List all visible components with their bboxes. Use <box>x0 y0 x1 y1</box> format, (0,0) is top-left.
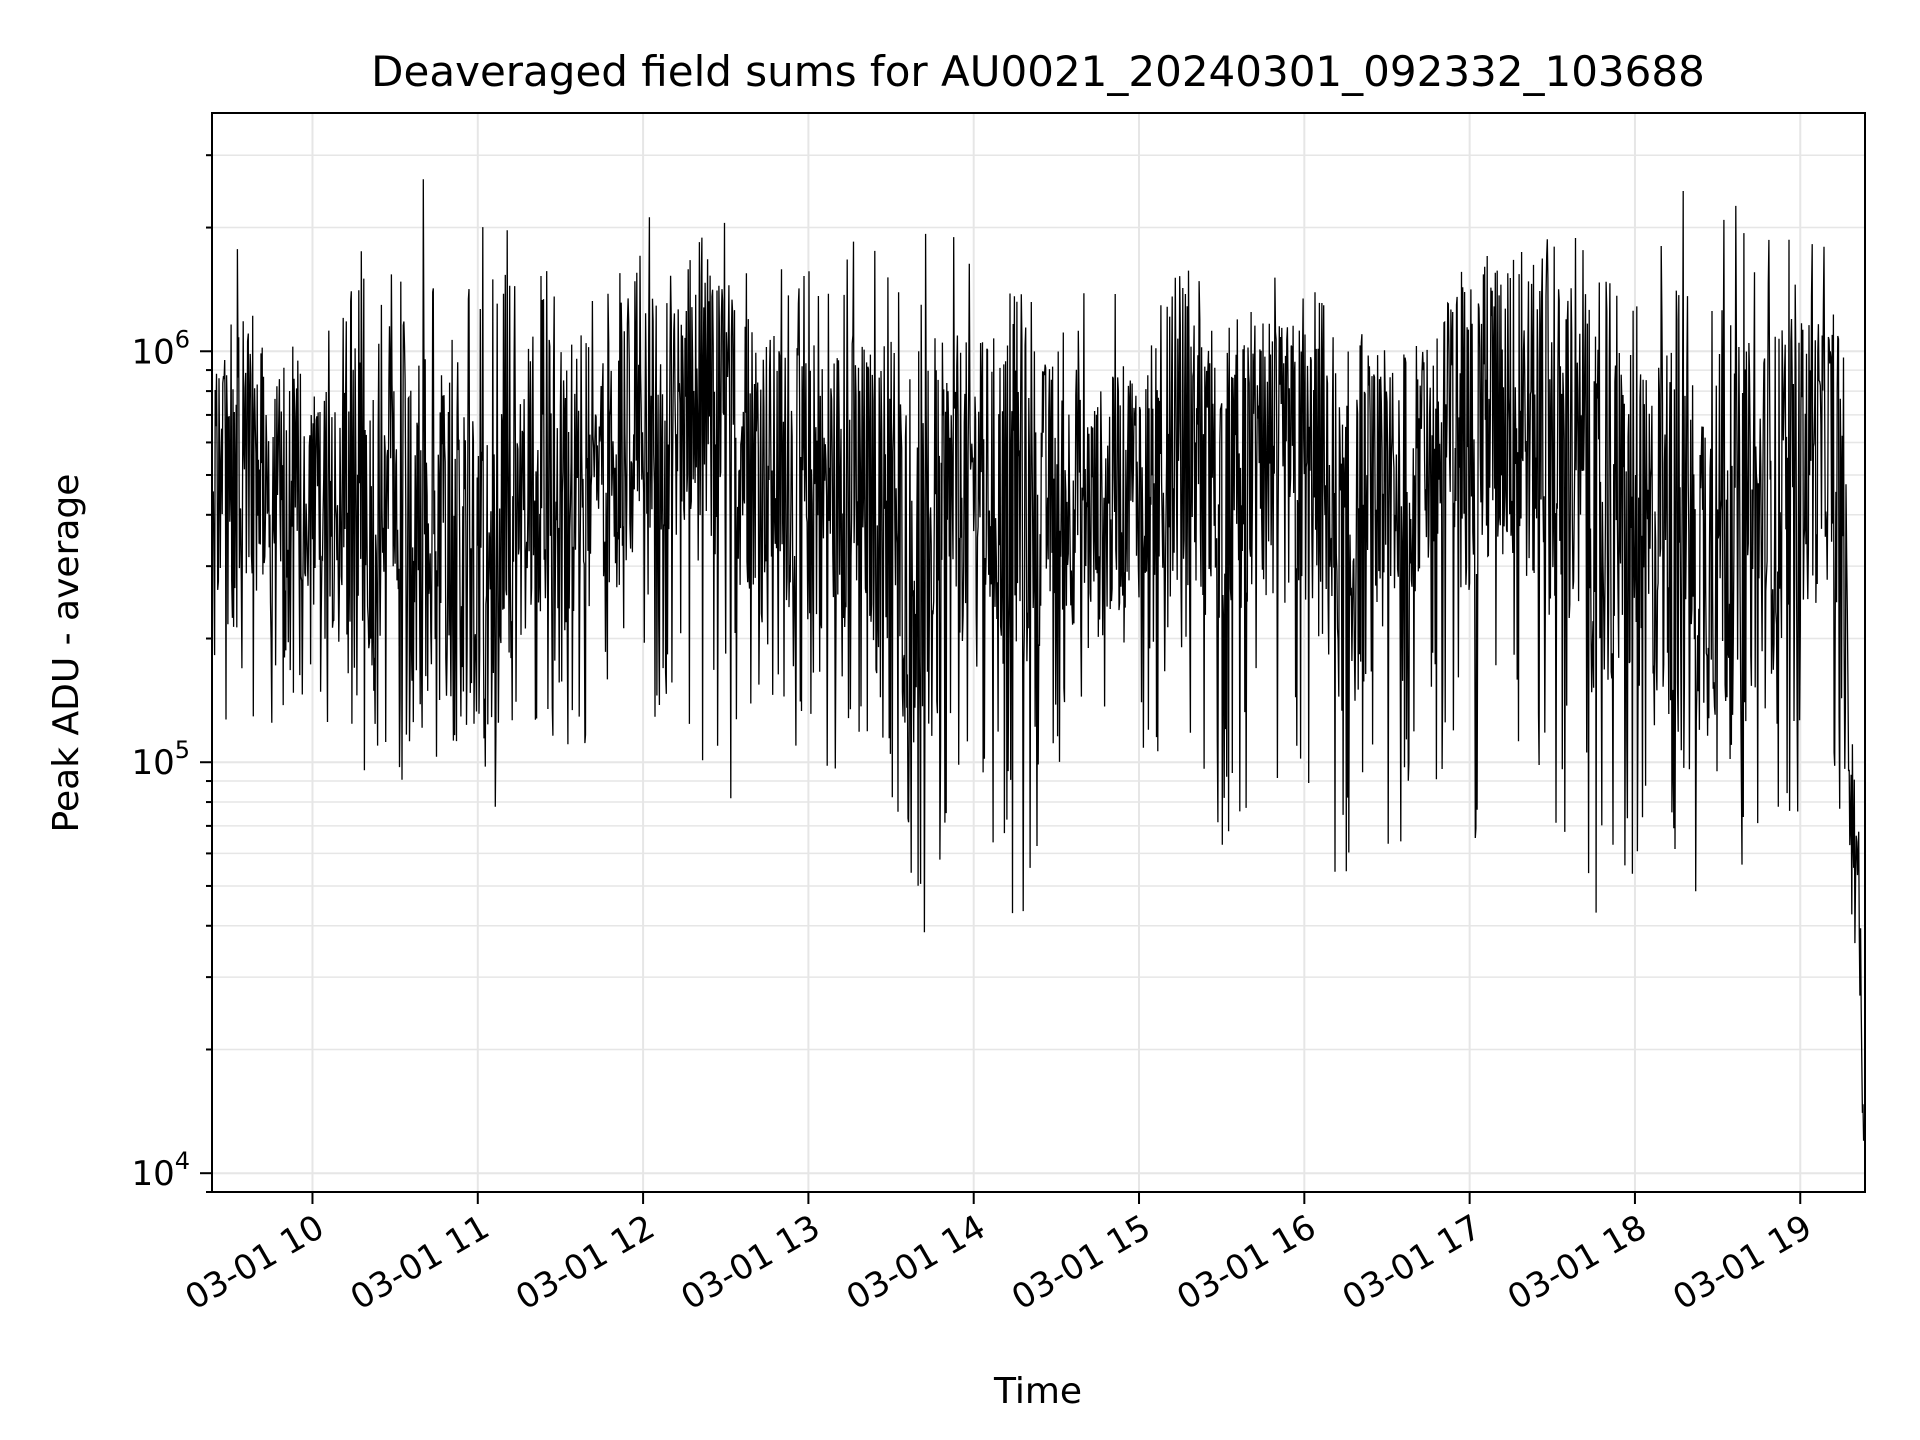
series-layer <box>212 179 1865 1141</box>
y-axis-ticks: 104 105 106 <box>131 154 212 1194</box>
chart-title: Deaveraged field sums for AU0021_2024030… <box>371 47 1705 96</box>
series-line <box>212 179 1865 1141</box>
x-axis-label: Time <box>993 1371 1082 1412</box>
y-axis-label: Peak ADU - average <box>46 474 87 833</box>
y-tick-label: 104 <box>131 1147 190 1194</box>
y-tick-label: 105 <box>131 736 190 783</box>
y-tick-label: 106 <box>131 325 190 372</box>
plot-frame <box>211 112 1866 1193</box>
